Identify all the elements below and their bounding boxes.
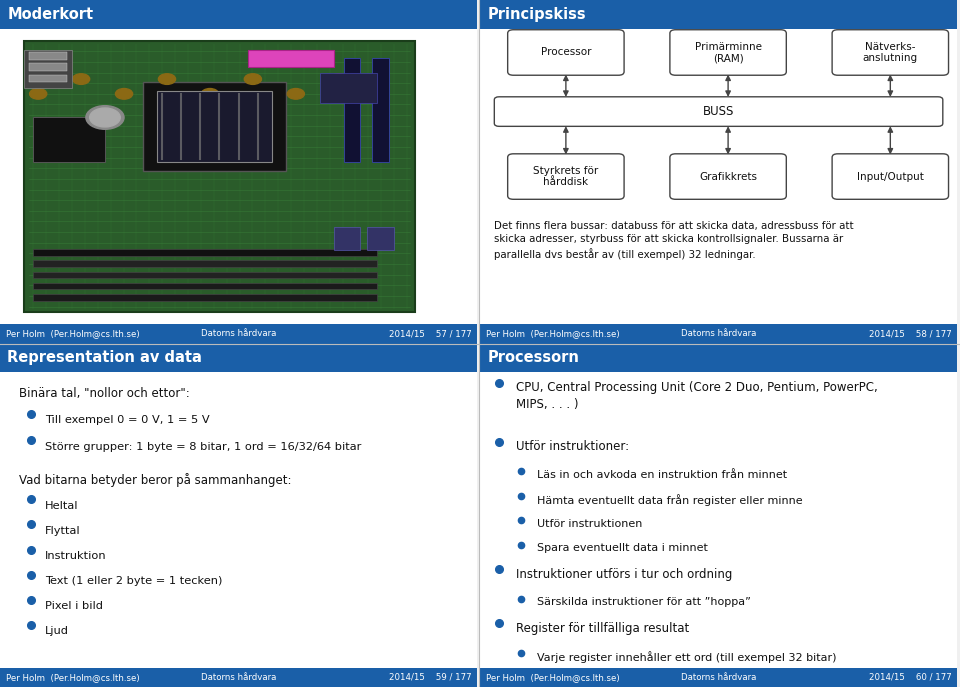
Text: Större grupper: 1 byte = 8 bitar, 1 ord = 16/32/64 bitar: Större grupper: 1 byte = 8 bitar, 1 ord …	[45, 442, 362, 452]
Text: Nätverks-
anslutning: Nätverks- anslutning	[863, 42, 918, 63]
Text: Vad bitarna betyder beror på sammanhanget:: Vad bitarna betyder beror på sammanhange…	[19, 473, 292, 487]
Text: Heltal: Heltal	[45, 501, 79, 511]
Text: Datorns hårdvara: Datorns hårdvara	[681, 673, 756, 682]
FancyBboxPatch shape	[832, 30, 948, 76]
FancyBboxPatch shape	[34, 271, 377, 278]
Circle shape	[330, 74, 348, 85]
Text: 2014/15    60 / 177: 2014/15 60 / 177	[869, 673, 951, 682]
Text: Datorns hårdvara: Datorns hårdvara	[201, 673, 276, 682]
Text: Datorns hårdvara: Datorns hårdvara	[681, 329, 756, 339]
Text: BUSS: BUSS	[703, 105, 734, 118]
Text: Hämta eventuellt data från register eller minne: Hämta eventuellt data från register elle…	[538, 495, 803, 506]
Text: 2014/15    57 / 177: 2014/15 57 / 177	[389, 329, 471, 339]
Text: CPU, Central Processing Unit (Core 2 Duo, Pentium, PowerPC,
MIPS, . . . ): CPU, Central Processing Unit (Core 2 Duo…	[516, 381, 877, 411]
Text: Det finns flera bussar: databuss för att skicka data, adressbuss för att
skicka : Det finns flera bussar: databuss för att…	[494, 221, 854, 260]
Text: Utför instruktioner:: Utför instruktioner:	[516, 440, 629, 453]
Text: Särskilda instruktioner för att ”hoppa”: Särskilda instruktioner för att ”hoppa”	[538, 598, 751, 607]
FancyBboxPatch shape	[29, 52, 67, 60]
Text: Processor: Processor	[540, 47, 591, 58]
Text: Instruktion: Instruktion	[45, 551, 107, 561]
Text: Instruktioner utförs i tur och ordning: Instruktioner utförs i tur och ordning	[516, 568, 732, 581]
FancyBboxPatch shape	[248, 49, 334, 67]
Text: Datorns hårdvara: Datorns hårdvara	[201, 329, 276, 339]
Text: Flyttal: Flyttal	[45, 526, 81, 536]
Text: Processorn: Processorn	[487, 350, 579, 365]
Circle shape	[30, 89, 47, 99]
FancyBboxPatch shape	[508, 154, 624, 199]
Text: Varje register innehåller ett ord (till exempel 32 bitar): Varje register innehåller ett ord (till …	[538, 651, 837, 664]
Text: 2014/15    58 / 177: 2014/15 58 / 177	[869, 329, 951, 339]
FancyBboxPatch shape	[344, 58, 360, 161]
Circle shape	[89, 108, 120, 127]
Circle shape	[202, 89, 219, 99]
FancyBboxPatch shape	[368, 227, 394, 251]
FancyBboxPatch shape	[157, 91, 272, 161]
Text: Text (1 eller 2 byte = 1 tecken): Text (1 eller 2 byte = 1 tecken)	[45, 576, 223, 586]
Text: Per Holm  (Per.Holm@cs.lth.se): Per Holm (Per.Holm@cs.lth.se)	[6, 673, 139, 682]
Text: Grafikkrets: Grafikkrets	[699, 172, 757, 181]
Text: Representation av data: Representation av data	[7, 350, 202, 365]
FancyBboxPatch shape	[832, 154, 948, 199]
Text: Per Holm  (Per.Holm@cs.lth.se): Per Holm (Per.Holm@cs.lth.se)	[486, 673, 619, 682]
Text: Styrkrets för
hårddisk: Styrkrets för hårddisk	[533, 166, 598, 188]
Text: Per Holm  (Per.Holm@cs.lth.se): Per Holm (Per.Holm@cs.lth.se)	[6, 329, 139, 339]
FancyBboxPatch shape	[334, 227, 360, 251]
FancyBboxPatch shape	[34, 294, 377, 301]
Text: Snabbare än minnet: Snabbare än minnet	[538, 676, 651, 686]
Text: 2014/15    59 / 177: 2014/15 59 / 177	[389, 673, 471, 682]
Circle shape	[244, 74, 261, 85]
FancyBboxPatch shape	[24, 49, 72, 88]
FancyBboxPatch shape	[320, 74, 377, 102]
Circle shape	[287, 89, 304, 99]
Circle shape	[73, 74, 89, 85]
Text: Utför instruktionen: Utför instruktionen	[538, 519, 642, 529]
FancyBboxPatch shape	[29, 63, 67, 71]
Text: Läs in och avkoda en instruktion från minnet: Läs in och avkoda en instruktion från mi…	[538, 470, 787, 480]
FancyBboxPatch shape	[508, 30, 624, 76]
Circle shape	[115, 89, 132, 99]
FancyBboxPatch shape	[24, 41, 415, 313]
FancyBboxPatch shape	[670, 154, 786, 199]
FancyBboxPatch shape	[29, 75, 67, 82]
Text: Ljud: Ljud	[45, 627, 69, 636]
FancyBboxPatch shape	[670, 30, 786, 76]
FancyBboxPatch shape	[372, 58, 389, 161]
Text: Pixel i bild: Pixel i bild	[45, 601, 104, 611]
Text: Per Holm  (Per.Holm@cs.lth.se): Per Holm (Per.Holm@cs.lth.se)	[486, 329, 619, 339]
FancyBboxPatch shape	[34, 283, 377, 289]
Text: Spara eventuellt data i minnet: Spara eventuellt data i minnet	[538, 543, 708, 554]
Text: Input/Output: Input/Output	[857, 172, 924, 181]
Text: Till exempel 0 = 0 V, 1 = 5 V: Till exempel 0 = 0 V, 1 = 5 V	[45, 415, 210, 425]
FancyBboxPatch shape	[34, 260, 377, 267]
FancyBboxPatch shape	[494, 97, 943, 126]
Text: Primärminne
(RAM): Primärminne (RAM)	[695, 42, 761, 63]
FancyBboxPatch shape	[143, 82, 286, 170]
Text: Register för tillfälliga resultat: Register för tillfälliga resultat	[516, 622, 689, 635]
Circle shape	[85, 106, 124, 129]
Text: Moderkort: Moderkort	[7, 7, 93, 22]
Text: Binära tal, "nollor och ettor":: Binära tal, "nollor och ettor":	[19, 387, 190, 400]
FancyBboxPatch shape	[34, 117, 105, 161]
Text: Principskiss: Principskiss	[487, 7, 586, 22]
FancyBboxPatch shape	[34, 249, 377, 256]
Circle shape	[158, 74, 176, 85]
